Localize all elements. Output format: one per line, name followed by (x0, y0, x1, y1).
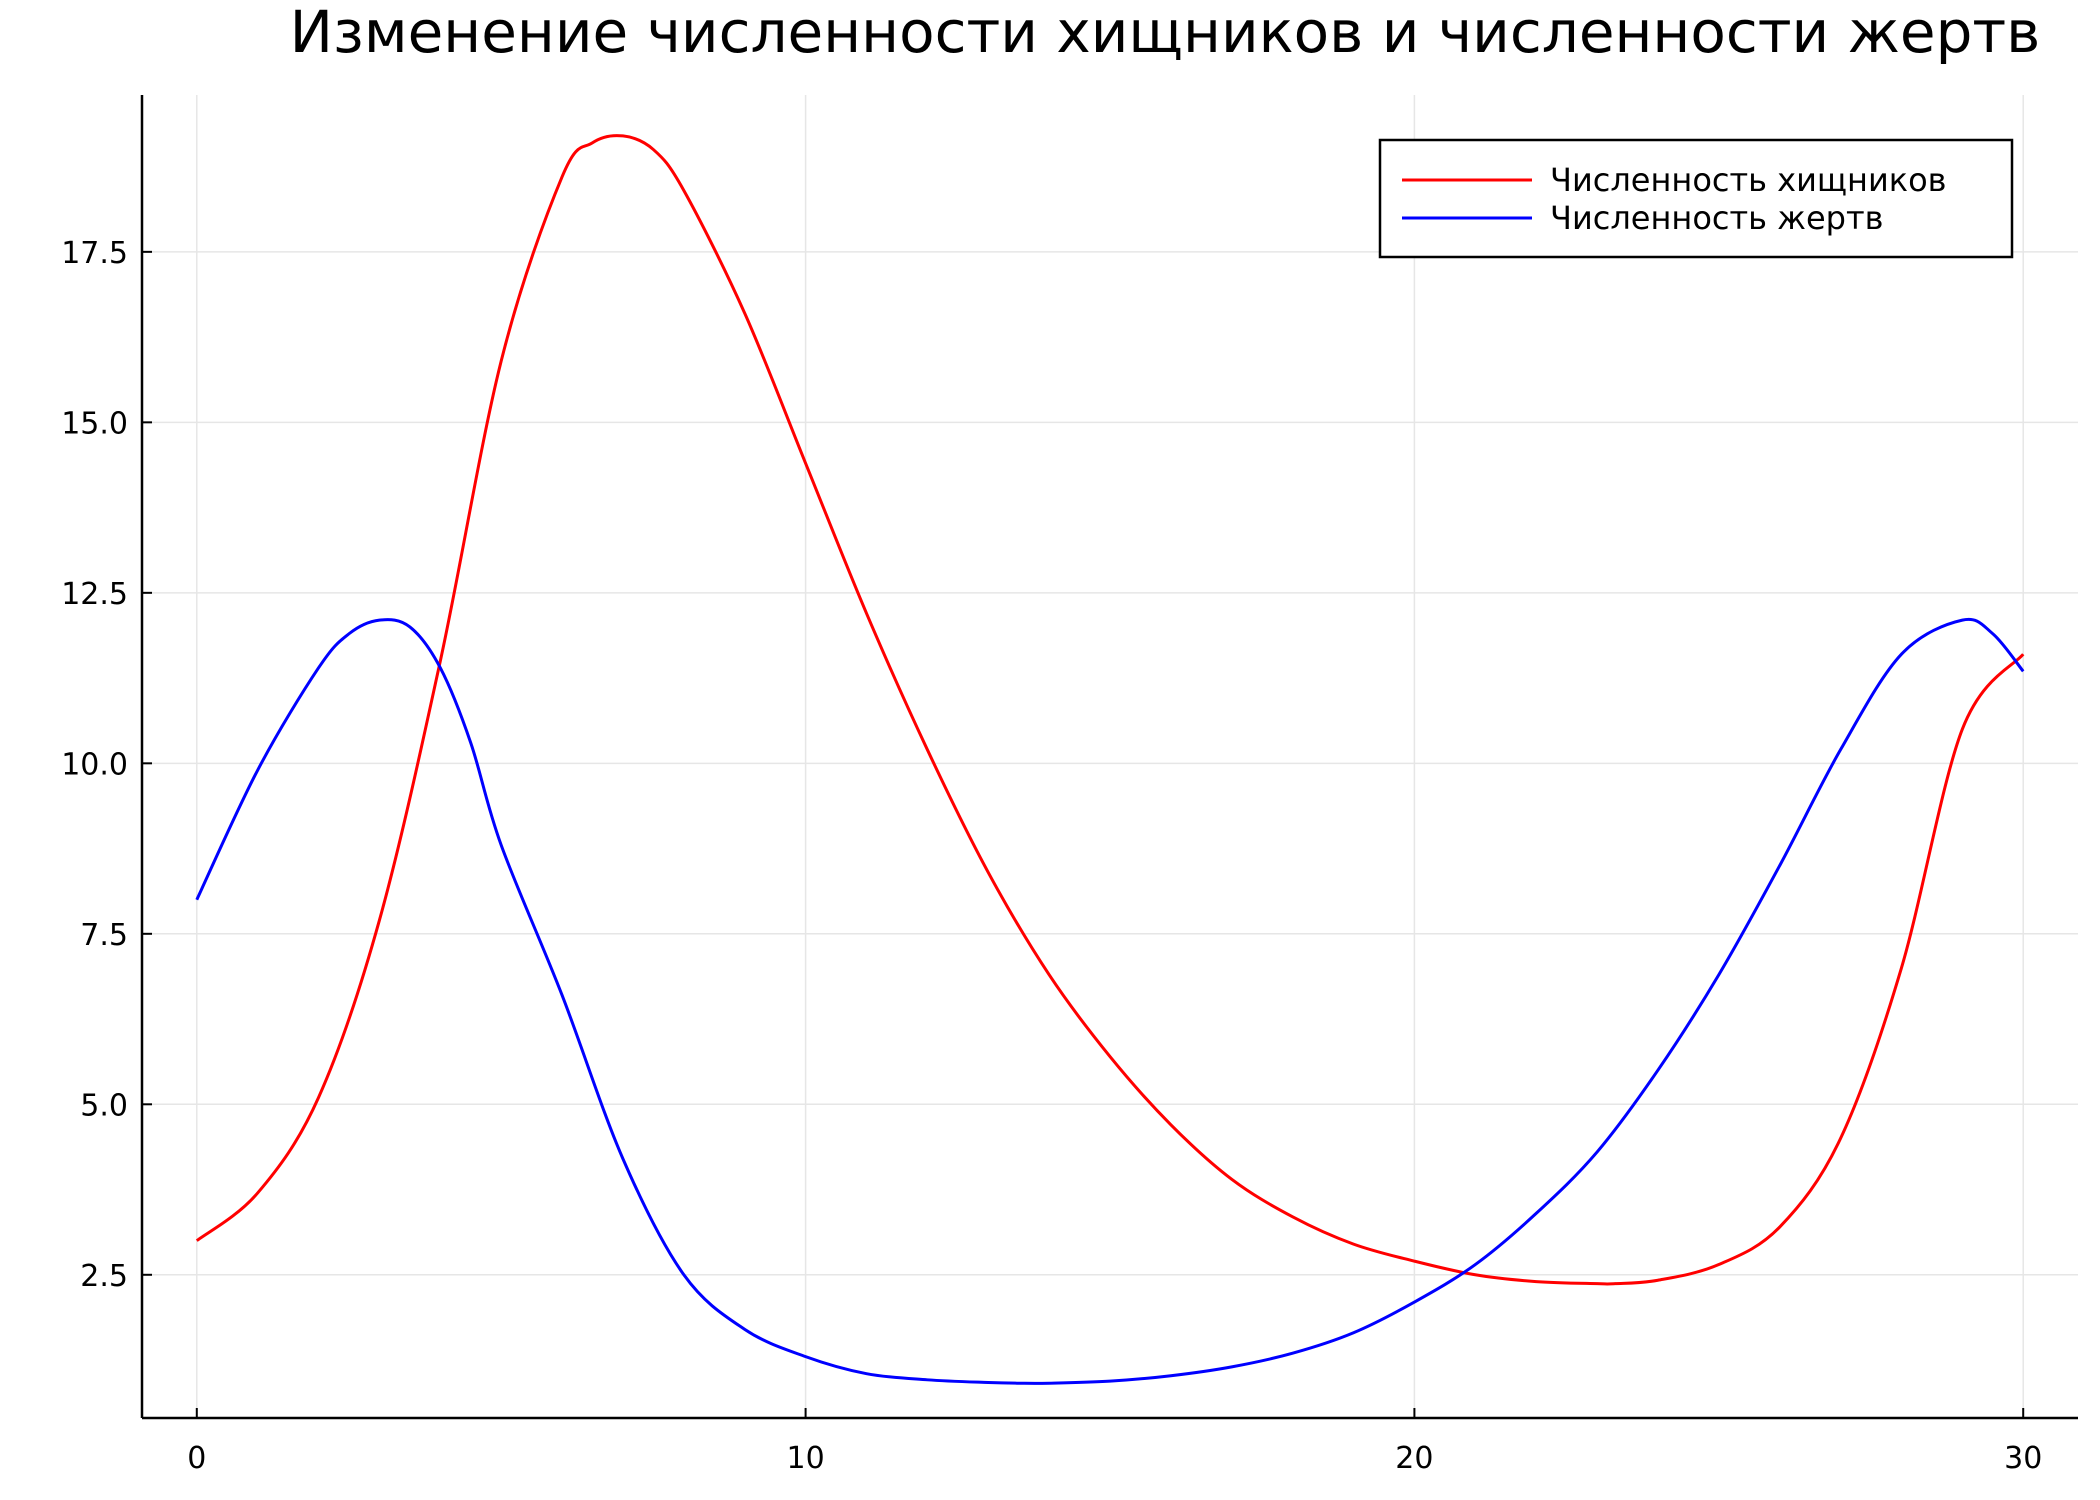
x-tick-label: 30 (2004, 1441, 2042, 1476)
y-tick-label: 15.0 (61, 406, 128, 441)
y-tick-label: 2.5 (80, 1259, 128, 1294)
y-tick-label: 7.5 (80, 918, 128, 953)
legend-entry-predators: Численность хищников (1550, 161, 1947, 199)
grid (142, 95, 2078, 1418)
series-layer (195, 134, 2025, 1385)
axes (140, 95, 2078, 1420)
chart-title: Изменение численности хищников и численн… (290, 0, 2041, 66)
legend-box (1378, 138, 2014, 259)
predator-series-line (195, 134, 2025, 1286)
x-tick-label: 10 (787, 1441, 825, 1476)
prey-series-line (195, 617, 2025, 1385)
x-tick-label: 0 (187, 1441, 206, 1476)
y-tick-label: 17.5 (61, 236, 128, 271)
y-tick-label: 5.0 (80, 1088, 128, 1123)
legend-entry-prey: Численность жертв (1550, 199, 1883, 237)
tick-labels: 0 10 20 30 2.5 5.0 7.5 10.0 12.5 15.0 17.5 (61, 236, 2042, 1476)
y-tick-label: 12.5 (61, 577, 128, 612)
x-tick-label: 20 (1395, 1441, 1433, 1476)
y-tick-label: 10.0 (61, 747, 128, 782)
